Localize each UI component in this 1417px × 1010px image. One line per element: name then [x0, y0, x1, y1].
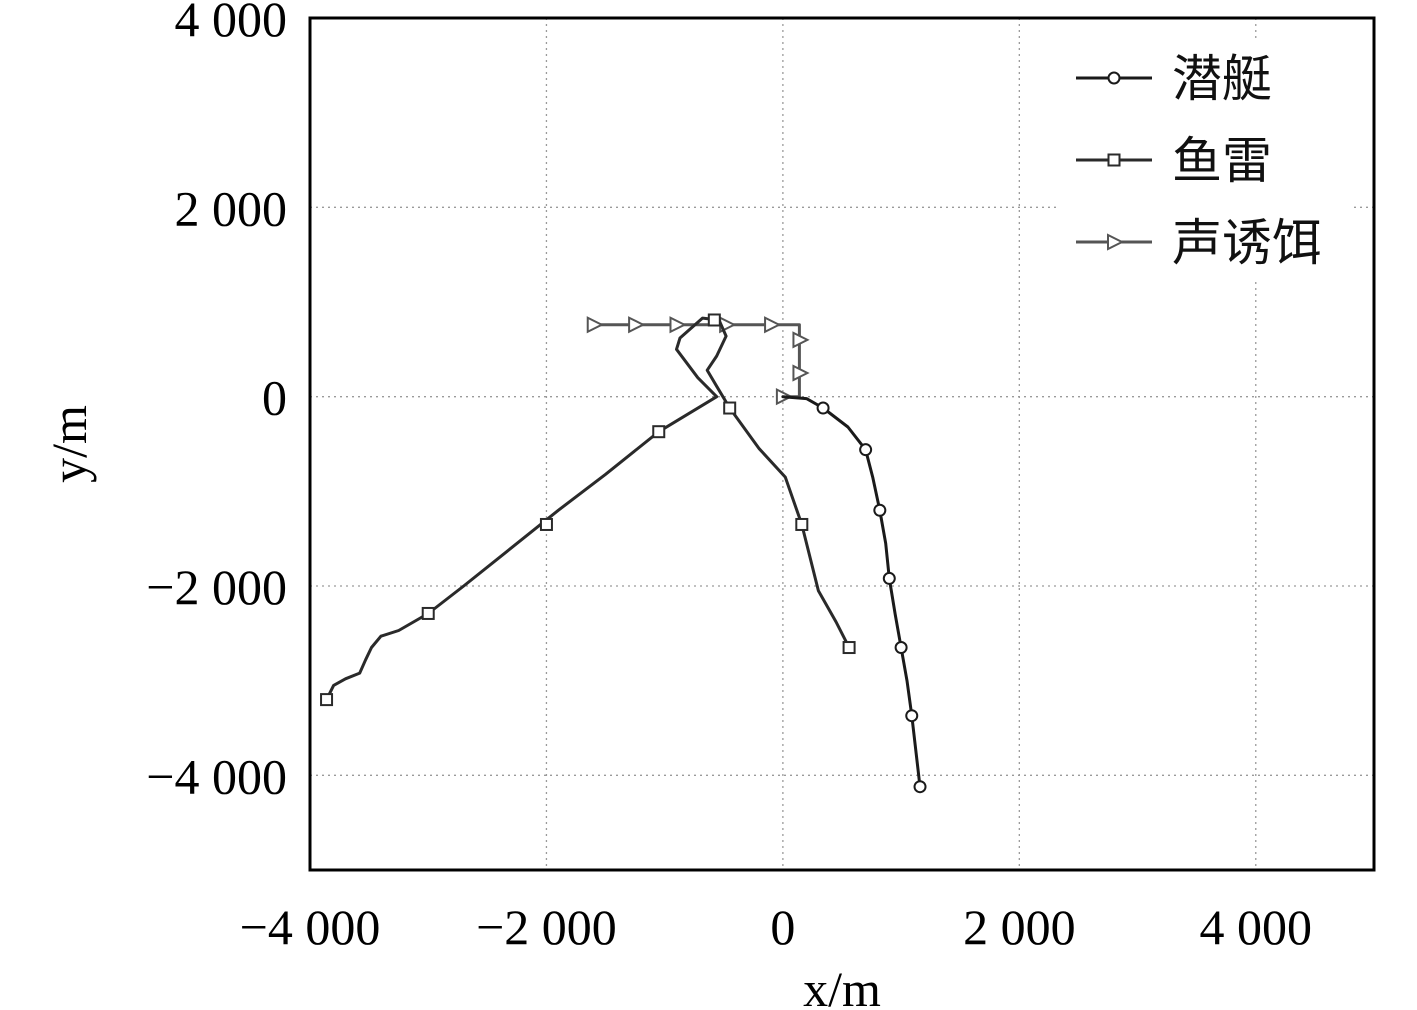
- y-tick-label: 4 000: [175, 0, 288, 47]
- series-marker: [764, 316, 782, 334]
- legend-swatch-marker: [1107, 233, 1125, 251]
- legend-item: 声诱饵: [1076, 214, 1322, 272]
- y-axis-ticks: −4 000 −2 000 0 2 000 4 000: [146, 0, 287, 804]
- series-marker: [539, 517, 553, 531]
- series-marker: [882, 571, 896, 585]
- series-marker: [873, 503, 887, 517]
- x-tick-label: 4 000: [1200, 899, 1313, 955]
- y-tick-label: −4 000: [146, 748, 287, 804]
- plot-area-frame: [308, 16, 1376, 872]
- series-marker: [795, 517, 809, 531]
- series-marker: [859, 443, 873, 457]
- series-marker: [913, 780, 927, 794]
- series-marker: [586, 316, 604, 334]
- series-marker: [707, 313, 721, 327]
- series-line: [781, 395, 922, 789]
- series-marker: [628, 316, 646, 334]
- x-axis-ticks: −4 000 −2 000 0 2 000 4 000: [240, 899, 1312, 955]
- x-tick-label: −2 000: [476, 899, 617, 955]
- legend-label: 声诱饵: [1172, 214, 1322, 272]
- series-line: [592, 323, 801, 399]
- legend-swatch-marker: [1107, 153, 1121, 167]
- legend-item: 潜艇: [1076, 50, 1272, 108]
- series-marker: [652, 425, 666, 439]
- series-marker: [905, 709, 919, 723]
- legend-label: 潜艇: [1172, 50, 1272, 108]
- x-tick-label: 2 000: [963, 899, 1076, 955]
- legend-label: 鱼雷: [1172, 132, 1272, 190]
- series-marker: [842, 641, 856, 655]
- x-tick-label: −4 000: [240, 899, 381, 955]
- series-marker: [421, 606, 435, 620]
- series-marker: [723, 401, 737, 415]
- series-marker: [320, 693, 334, 707]
- y-tick-label: 0: [262, 370, 287, 426]
- series-layer: [320, 313, 927, 794]
- series-3: [586, 316, 810, 406]
- series-marker: [669, 316, 687, 334]
- y-tick-label: 2 000: [175, 180, 288, 236]
- legend-swatch-marker: [1107, 71, 1121, 85]
- series-2: [320, 313, 856, 707]
- y-tick-label: −2 000: [146, 559, 287, 615]
- series-line: [325, 316, 851, 702]
- legend-item: 鱼雷: [1076, 132, 1272, 190]
- series-marker: [894, 641, 908, 655]
- series-marker: [792, 331, 810, 349]
- series-1: [781, 395, 927, 794]
- x-axis-title: x/m: [803, 961, 881, 1010]
- series-marker: [816, 401, 830, 415]
- series-marker: [792, 364, 810, 382]
- x-tick-label: 0: [770, 899, 795, 955]
- y-axis-title: y/m: [41, 405, 97, 483]
